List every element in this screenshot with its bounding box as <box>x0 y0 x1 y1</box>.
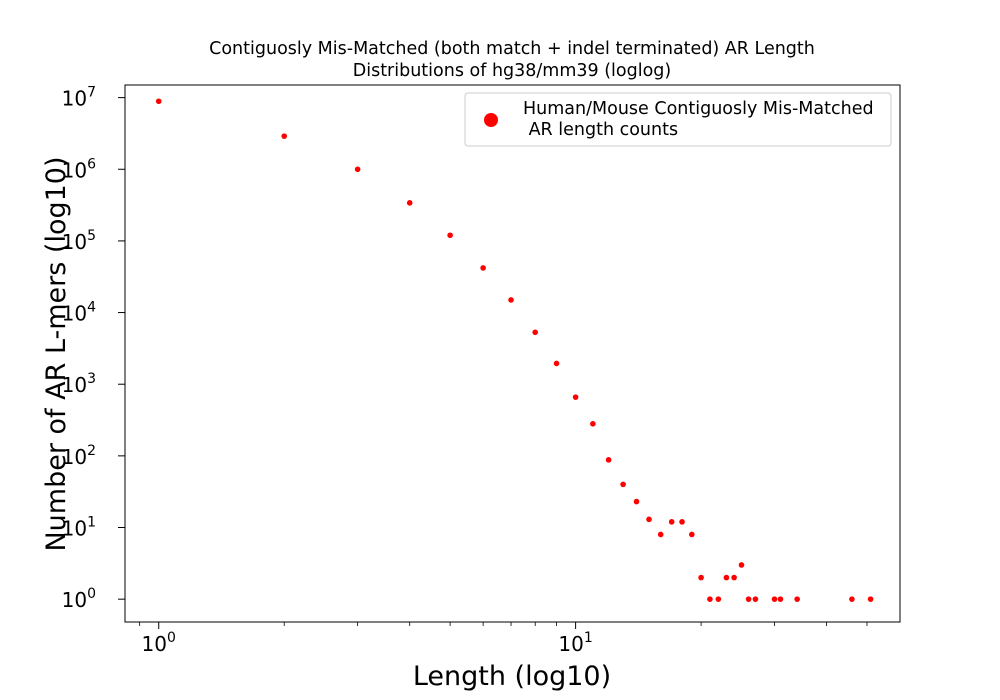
data-point <box>406 200 413 206</box>
data-point <box>707 596 713 602</box>
data-point <box>715 596 722 602</box>
legend-marker <box>484 113 498 127</box>
legend-box <box>464 92 892 147</box>
data-point <box>794 596 800 602</box>
data-point <box>867 596 874 602</box>
chart-title-line-2: Distributions of hg38/mm39 (loglog) <box>353 61 672 81</box>
y-tick-label: 101 <box>62 515 96 541</box>
y-tick-label: 102 <box>62 443 96 469</box>
data-points <box>155 98 874 602</box>
data-point <box>508 297 514 303</box>
x-tick-label: 100 <box>142 630 176 656</box>
data-point <box>605 457 612 463</box>
y-axis-ticks: 100 101 102 103 104 105 106 107 <box>62 85 125 612</box>
x-tick-label: 101 <box>558 630 592 656</box>
data-point <box>745 596 752 602</box>
chart-title-line-1: Contiguosly Mis-Matched (both match + in… <box>209 39 815 59</box>
data-point <box>738 562 745 568</box>
data-point <box>849 596 855 602</box>
legend-label-line-1: Human/Mouse Contiguosly Mis-Matched <box>523 99 874 119</box>
data-point <box>698 574 704 581</box>
data-point <box>689 531 695 538</box>
data-point <box>480 265 486 271</box>
data-point <box>679 519 685 525</box>
data-point <box>646 516 652 523</box>
data-point <box>777 596 784 602</box>
y-tick-label: 106 <box>62 156 96 182</box>
chart-title: Contiguosly Mis-Matched (both match + in… <box>209 39 815 81</box>
y-tick-label: 105 <box>62 228 96 254</box>
y-tick-label: 107 <box>62 85 96 111</box>
data-point <box>447 232 453 239</box>
data-point <box>657 531 664 538</box>
data-point <box>354 166 361 173</box>
legend: Human/Mouse Contiguosly Mis-Matched AR l… <box>464 92 892 147</box>
data-point <box>572 394 579 400</box>
x-axis-label: Length (log10) <box>413 661 611 692</box>
data-point <box>532 329 539 336</box>
data-point <box>723 574 730 581</box>
data-point <box>752 596 759 602</box>
data-point <box>668 519 675 525</box>
y-tick-label: 103 <box>62 371 96 397</box>
x-axis-ticks: 100 101 <box>139 622 868 656</box>
y-axis-label: Number of AR L-mers (log10) <box>41 156 72 551</box>
data-point <box>155 98 162 105</box>
data-point <box>771 596 778 602</box>
data-point <box>590 421 596 427</box>
data-point <box>620 481 626 488</box>
data-point <box>731 574 737 581</box>
data-point <box>553 360 560 367</box>
y-tick-label: 100 <box>62 586 96 612</box>
y-tick-label: 104 <box>62 300 96 326</box>
data-point <box>633 498 640 505</box>
data-point <box>281 133 288 139</box>
plot-frame <box>124 84 901 623</box>
legend-label-line-2: AR length counts <box>523 120 678 140</box>
